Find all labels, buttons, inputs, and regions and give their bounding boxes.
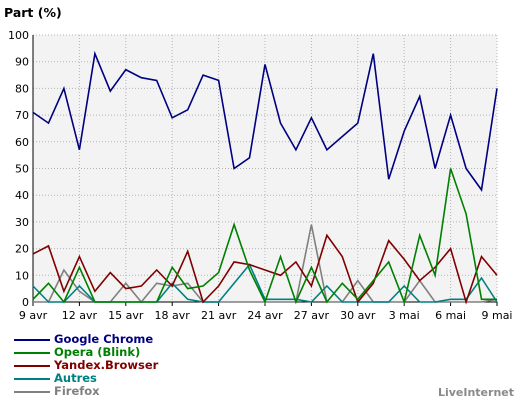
y-tick-label: 20 (15, 243, 29, 256)
legend-label-firefox: Firefox (54, 384, 100, 398)
y-tick-label: 100 (8, 29, 29, 42)
y-tick-label: 60 (15, 136, 29, 149)
chart-title: Part (%) (4, 5, 62, 20)
legend-swatch-firefox (14, 390, 50, 393)
legend-item-autres: Autres (14, 372, 158, 385)
legend-label-google-chrome: Google Chrome (54, 332, 154, 346)
x-tick-label: 18 avr (155, 309, 191, 322)
y-tick-label: 10 (15, 269, 29, 282)
y-tick-label: 80 (15, 82, 29, 95)
watermark-liveinternet: LiveInternet (437, 386, 514, 399)
legend-label-yandex-browser: Yandex.Browser (54, 358, 159, 372)
x-tick-label: 30 avr (340, 309, 376, 322)
legend-swatch-yandex-browser (14, 364, 50, 367)
x-tick-label: 12 avr (62, 309, 98, 322)
y-tick-label: 30 (15, 216, 29, 229)
series-line-google-chrome (32, 50, 498, 192)
x-tick-label: 27 avr (294, 309, 330, 322)
legend-item-yandex-browser: Yandex.Browser (14, 359, 158, 372)
legend-item-opera-blink: Opera (Blink) (14, 346, 158, 359)
x-tick-label: 9 mai (481, 309, 512, 322)
x-tick-label: 24 avr (247, 309, 283, 322)
legend-swatch-opera-blink (14, 351, 50, 354)
legend-item-firefox: Firefox (14, 385, 158, 398)
x-tick-label: 15 avr (108, 309, 144, 322)
y-tick-label: 40 (15, 189, 29, 202)
legend-swatch-google-chrome (14, 338, 50, 341)
x-tick-label: 3 mai (389, 309, 420, 322)
legend-swatch-autres (14, 377, 50, 380)
legend: Google Chrome Opera (Blink) Yandex.Brows… (14, 333, 158, 398)
x-tick-label: 9 avr (19, 309, 48, 322)
legend-item-google-chrome: Google Chrome (14, 333, 158, 346)
y-tick-label: 50 (15, 163, 29, 176)
x-tick-label: 21 avr (201, 309, 237, 322)
y-tick-label: 90 (15, 56, 29, 69)
x-tick-label: 6 mai (435, 309, 466, 322)
series-line-opera-blink (32, 168, 497, 305)
series-line-yandex-browser (32, 233, 498, 305)
y-tick-label: 0 (22, 296, 29, 309)
legend-label-autres: Autres (54, 371, 97, 385)
y-tick-label: 70 (15, 109, 29, 122)
legend-label-opera-blink: Opera (Blink) (54, 345, 141, 359)
